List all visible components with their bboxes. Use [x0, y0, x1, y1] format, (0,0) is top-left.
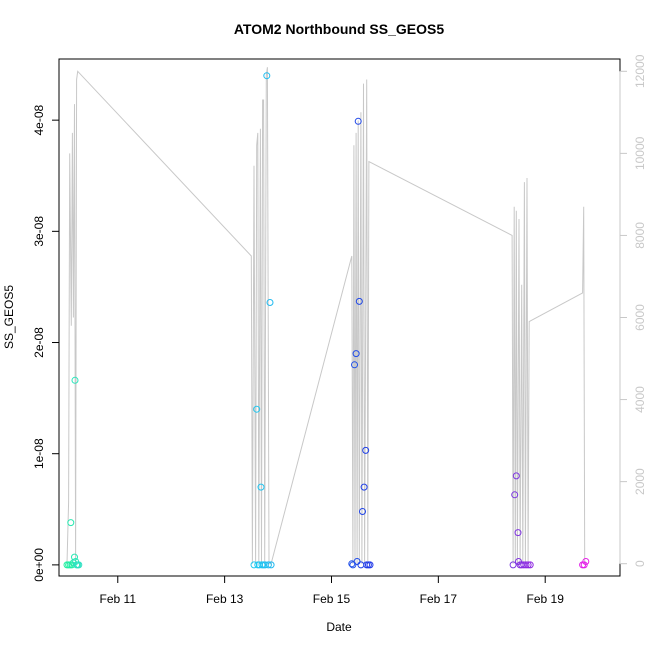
y2-tick-label: 8000 [633, 222, 647, 249]
y-tick-label: 2e-08 [32, 327, 46, 358]
y2-tick-label: 2000 [633, 468, 647, 495]
data-point [352, 350, 360, 358]
data-point [526, 561, 534, 569]
y2-tick-label: 0 [633, 560, 647, 567]
data-point [257, 483, 265, 491]
data-point [351, 361, 358, 369]
data-point [511, 491, 519, 499]
x-tick-label: Feb 11 [100, 592, 137, 606]
y2-tick-label: 4000 [633, 386, 647, 413]
data-point [359, 508, 366, 515]
data-point [71, 376, 79, 384]
x-axis: Feb 11 Feb 13 Feb 15 Feb 17 Feb 19 [100, 575, 565, 606]
y2-tick-label: 12000 [633, 54, 647, 88]
x-tick-label: Feb 13 [206, 592, 244, 606]
data-point [522, 561, 530, 569]
data-point [349, 561, 357, 569]
y-tick-label: 0e+00 [32, 548, 46, 582]
data-point [266, 299, 274, 306]
x-tick-label: Feb 17 [420, 592, 458, 606]
altitude-line [66, 67, 586, 565]
y2-tick-label: 6000 [633, 304, 647, 331]
x-axis-label: Date [326, 620, 352, 634]
data-point [362, 446, 370, 454]
y2-axis: 0 2000 4000 6000 8000 10000 12000 [619, 54, 647, 567]
data-point [355, 297, 363, 305]
data-points-layer [63, 72, 590, 569]
data-point [67, 519, 75, 527]
y2-tick-label: 10000 [633, 136, 647, 170]
data-point [509, 561, 517, 569]
x-tick-label: Feb 19 [527, 592, 565, 606]
data-point [360, 483, 368, 491]
y-tick-label: 1e-08 [32, 438, 46, 469]
y-tick-label: 4e-08 [32, 104, 46, 135]
data-point [267, 561, 275, 569]
data-point [512, 472, 520, 480]
data-point [354, 117, 362, 125]
data-point [357, 561, 365, 569]
chart-title: ATOM2 Northbound SS_GEOS5 [234, 21, 444, 37]
data-point [75, 561, 83, 569]
data-point [366, 561, 374, 569]
data-point [263, 72, 271, 80]
data-point [71, 553, 78, 561]
data-point [580, 561, 588, 569]
y-axis: 0e+00 1e-08 2e-08 3e-08 4e-08 [32, 104, 60, 582]
data-point [524, 561, 532, 569]
data-point [250, 561, 258, 569]
data-point [582, 558, 590, 565]
altitude-line-layer [66, 67, 586, 565]
y-axis-label: SS_GEOS5 [2, 285, 16, 349]
data-point [253, 405, 261, 413]
y-tick-label: 3e-08 [32, 216, 46, 247]
x-tick-label: Feb 15 [313, 592, 351, 606]
data-point [264, 561, 272, 569]
data-point [514, 529, 522, 537]
